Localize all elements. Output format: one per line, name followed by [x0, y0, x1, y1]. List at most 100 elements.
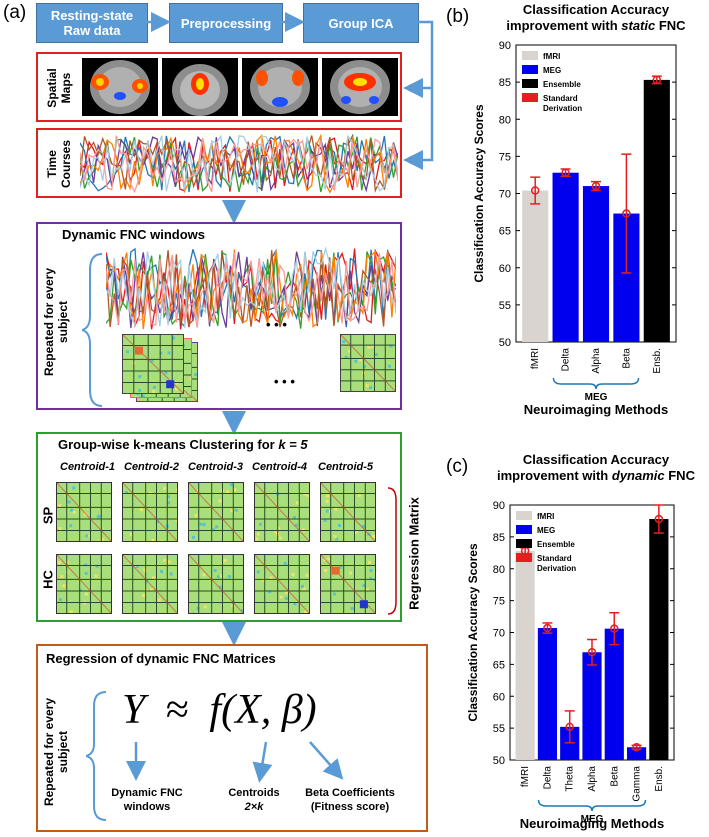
- y-tick-label: 90: [499, 40, 511, 52]
- y-tick-label: 50: [493, 755, 505, 767]
- dfnc-box: Dynamic FNC windows Repeated for every su…: [36, 222, 402, 410]
- centroid-matrix: [188, 482, 244, 542]
- y-tick-label: 90: [493, 500, 505, 512]
- x-tick-label: Alpha: [587, 766, 598, 792]
- spatial-maps-box: Spatial Maps: [36, 52, 402, 122]
- y-tick-label: 60: [499, 263, 511, 275]
- centroid-label-2: Centroid-2: [124, 461, 179, 473]
- fnc-matrix-stack-1: [122, 334, 214, 406]
- x-tick-label: Delta: [561, 348, 572, 372]
- dfnc-side-line1: Repeated for every: [42, 267, 56, 377]
- dfnc-ellipsis-top: • • •: [266, 317, 287, 332]
- y-tick-label: 55: [493, 723, 505, 735]
- x-tick-label: fMRI: [530, 348, 541, 369]
- x-tick-label: Beta: [621, 348, 632, 369]
- legend-label: Standard: [543, 94, 578, 103]
- label-centroids: Centroids 2×k: [218, 786, 290, 814]
- label-dfnc-line2: windows: [123, 801, 171, 813]
- legend-label: MEG: [537, 526, 555, 535]
- chart-subtitle: improvement with dynamic FNC: [497, 468, 696, 483]
- centroid-label-3: Centroid-3: [188, 461, 243, 473]
- legend-swatch: [516, 539, 532, 548]
- bar-Gamma: [626, 747, 647, 760]
- x-tick-label: Delta: [542, 766, 553, 790]
- y-tick-label: 70: [493, 628, 505, 640]
- label-beta: Beta Coefficients (Fitness score): [294, 786, 406, 814]
- x-tick-label: fMRI: [520, 766, 531, 787]
- time-courses-line2: Courses: [59, 139, 73, 189]
- equation-f: f: [209, 687, 222, 733]
- kmeans-title: Group-wise k-means Clustering for k = 5: [58, 437, 308, 452]
- label-dfnc-windows: Dynamic FNC windows: [102, 786, 192, 814]
- label-dfnc-line1: Dynamic FNC: [111, 787, 183, 799]
- fnc-matrix-stack-2: [340, 334, 400, 406]
- y-tick-label: 75: [499, 151, 511, 163]
- legend-label: Derivation: [537, 564, 576, 573]
- time-courses-box: Time Courses: [36, 128, 402, 198]
- x-axis-label: Neuroimaging Methods: [524, 402, 668, 417]
- mean-marker: [565, 722, 574, 732]
- legend-swatch: [516, 511, 532, 520]
- mean-marker: [561, 168, 570, 177]
- raw-data-line1: Resting-state: [50, 8, 134, 23]
- time-courses-line1: Time: [45, 150, 59, 178]
- spatial-maps-label: Spatial Maps: [45, 53, 73, 123]
- dfnc-title: Dynamic FNC windows: [62, 227, 206, 242]
- meg-brace: [537, 799, 647, 812]
- chart-subtitle: improvement with static FNC: [506, 18, 686, 33]
- legend-label: fMRI: [537, 512, 554, 521]
- dfnc-side-label: Repeated for every subject: [42, 262, 70, 382]
- chart-title: Classification Accuracy: [523, 452, 670, 467]
- panel-label-a: (a): [3, 2, 27, 23]
- fnc-matrix: [340, 334, 396, 392]
- centroid-matrix: [56, 482, 112, 544]
- brain-map-3: [242, 58, 318, 116]
- spatial-maps-line1: Spatial: [45, 68, 59, 108]
- equation-y: Y: [122, 687, 146, 733]
- y-tick-label: 85: [499, 77, 511, 89]
- meg-group-label: MEG: [581, 814, 604, 825]
- legend-label: Derivation: [543, 104, 582, 113]
- x-tick-label: Theta: [565, 766, 576, 792]
- regression-matrix-bracket: [387, 487, 397, 615]
- mean-marker: [622, 209, 631, 218]
- signal-trace: [106, 251, 396, 329]
- chart-title: Classification Accuracy: [523, 2, 670, 17]
- kmeans-title-prefix: Group-wise k-means Clustering for: [58, 437, 275, 452]
- equation-args: (X, β): [221, 687, 317, 733]
- y-tick-label: 65: [499, 226, 511, 238]
- dfnc-signals: [106, 246, 396, 330]
- centroid-label-4: Centroid-4: [252, 461, 307, 473]
- flow-arrows: [147, 12, 434, 646]
- regression-arrows: [126, 741, 344, 783]
- brain-map-4: [322, 58, 398, 116]
- mean-marker: [652, 75, 662, 85]
- centroid-matrix: [320, 482, 376, 542]
- regression-brace: [86, 691, 107, 821]
- bar-fMRI: [515, 550, 535, 760]
- fnc-matrix: [122, 334, 186, 394]
- x-tick-label: Ensb.: [654, 766, 665, 792]
- centroid-matrices: [56, 482, 386, 618]
- row-label-sp: SP: [40, 506, 56, 525]
- regression-box: Regression of dynamic FNC Matrices Repea…: [36, 644, 428, 832]
- raw-data-line2: Raw data: [63, 23, 121, 38]
- centroid-label-1: Centroid-1: [60, 461, 115, 473]
- legend-label: Standard: [537, 554, 572, 563]
- chart-panel-label: (c): [446, 456, 468, 477]
- signal-trace: [80, 135, 398, 194]
- bar-Ensb.: [643, 79, 670, 343]
- time-course-signals: [80, 134, 398, 194]
- bar-Alpha: [582, 652, 602, 760]
- group-ica-box: Group ICA: [303, 3, 419, 43]
- y-tick-label: 55: [499, 300, 511, 312]
- y-tick-label: 60: [493, 691, 505, 703]
- y-tick-label: 75: [493, 596, 505, 608]
- x-axis-label: Neuroimaging Methods: [520, 816, 664, 831]
- centroid-matrix: [122, 482, 180, 544]
- legend-label: fMRI: [543, 52, 560, 61]
- label-centroids-line2: 2×k: [244, 801, 264, 813]
- centroid-matrix: [122, 554, 180, 614]
- legend-swatch: [522, 51, 538, 60]
